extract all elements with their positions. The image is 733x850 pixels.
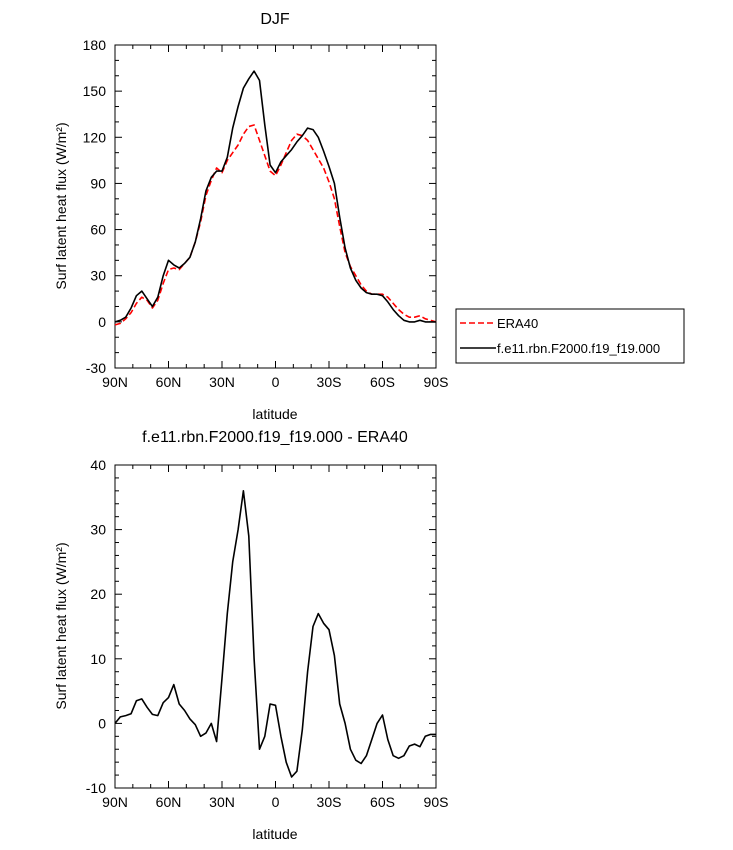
tick-labels: 90N 60N 30N 0 30S 60S 90S -10 0 10 20 30 40 <box>86 457 449 810</box>
x-tick-label: 30N <box>209 374 235 390</box>
x-tick-label: 90S <box>424 794 449 810</box>
x-tick-label: 0 <box>272 374 280 390</box>
chart-title: DJF <box>260 11 290 28</box>
series-lines <box>114 70 437 326</box>
chart-difference: f.e11.rbn.F2000.f19_f19.000 - ERA40 90N 6… <box>53 429 448 842</box>
tick-marks <box>114 464 437 789</box>
y-tick-label: 30 <box>90 522 106 538</box>
y-tick-label: -10 <box>86 780 106 796</box>
y-tick-label: 150 <box>83 83 107 99</box>
y-tick-label: 30 <box>90 268 106 284</box>
series-line-difference <box>114 489 436 778</box>
x-axis-label: latitude <box>252 406 297 422</box>
x-tick-label: 30S <box>317 374 342 390</box>
y-axis-label: Surf latent heat flux (W/m²) <box>53 122 69 289</box>
y-tick-label: 180 <box>83 37 107 53</box>
x-axis-label: latitude <box>252 826 297 842</box>
legend: ERA40 f.e11.rbn.F2000.f19_f19.000 <box>455 308 685 364</box>
y-tick-label: -30 <box>86 360 106 376</box>
legend-box <box>455 308 685 364</box>
legend-label-model: f.e11.rbn.F2000.f19_f19.000 <box>497 341 660 356</box>
x-tick-label: 90N <box>102 374 128 390</box>
series-line-era40 <box>114 124 437 326</box>
series-lines <box>114 489 436 778</box>
y-tick-label: 10 <box>90 651 106 667</box>
x-tick-label: 60S <box>370 374 395 390</box>
y-tick-label: 0 <box>98 715 106 731</box>
y-axis-label: Surf latent heat flux (W/m²) <box>53 542 69 709</box>
y-tick-label: 40 <box>90 457 106 473</box>
x-tick-label: 60S <box>370 794 395 810</box>
y-tick-label: 20 <box>90 586 106 602</box>
x-tick-label: 0 <box>272 794 280 810</box>
x-tick-label: 60N <box>156 794 182 810</box>
tick-marks <box>114 44 437 369</box>
y-tick-label: 120 <box>83 129 107 145</box>
x-tick-label: 60N <box>156 374 182 390</box>
tick-labels: 90N 60N 30N 0 30S 60S 90S -30 0 30 60 90 120 150 180 <box>83 37 449 390</box>
y-tick-label: 90 <box>90 175 106 191</box>
x-tick-label: 30N <box>209 794 235 810</box>
chart-title: f.e11.rbn.F2000.f19_f19.000 - ERA40 <box>142 429 408 446</box>
x-tick-label: 30S <box>317 794 342 810</box>
chart-djf: DJF 90N 60N 30N 0 30S 60S 90S -30 0 30 60 90 120 150 1… <box>53 11 685 422</box>
series-line-f-e11-rbn-f2000-f19-f19-000 <box>114 70 436 323</box>
plot-frame <box>114 44 437 369</box>
y-tick-label: 0 <box>98 314 106 330</box>
y-tick-label: 60 <box>90 222 106 238</box>
legend-label-era40: ERA40 <box>497 316 538 331</box>
x-tick-label: 90S <box>424 374 449 390</box>
x-tick-label: 90N <box>102 794 128 810</box>
